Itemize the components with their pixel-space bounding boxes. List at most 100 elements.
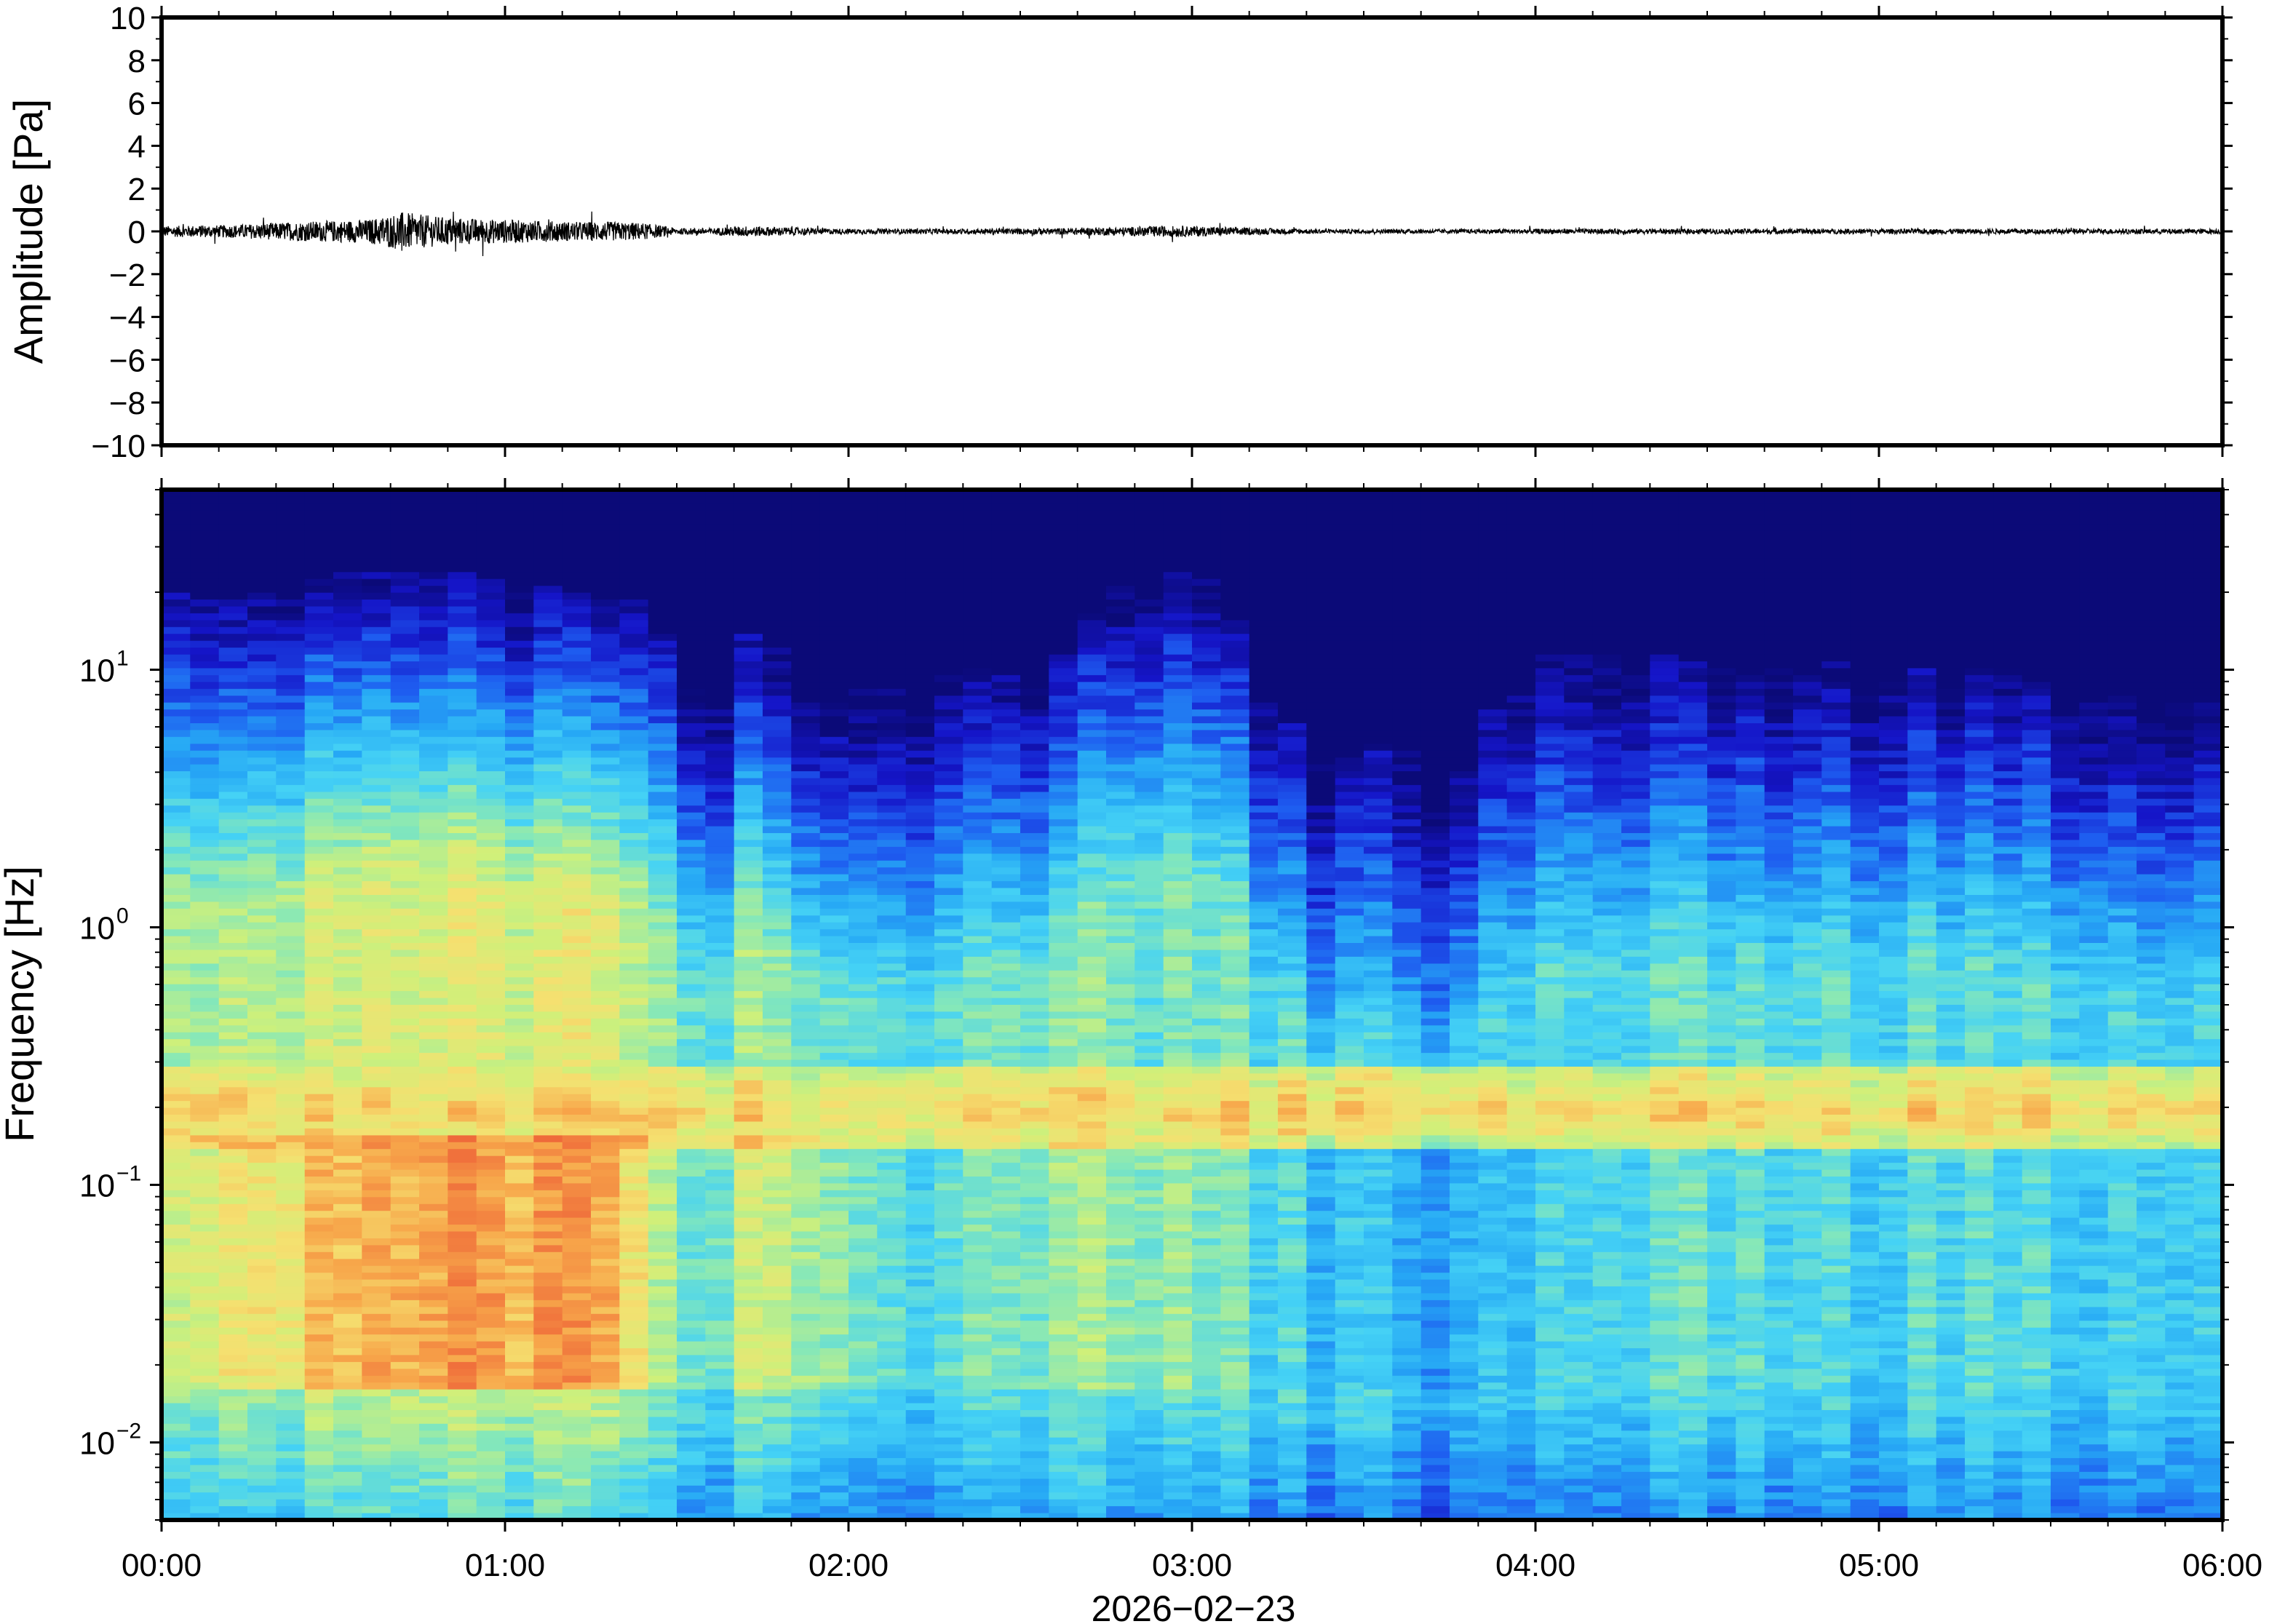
- spectrogram-cell: [591, 1245, 620, 1253]
- spectrogram-cell: [247, 565, 277, 573]
- spectrogram-cell: [849, 668, 878, 676]
- spectrogram-cell: [905, 977, 935, 985]
- spectrogram-cell: [677, 736, 706, 744]
- spectrogram-cell: [963, 1025, 993, 1033]
- spectrogram-cell: [591, 661, 620, 669]
- spectrogram-cell: [247, 490, 277, 497]
- spectrogram-cell: [1020, 1011, 1049, 1019]
- spectrogram-cell: [390, 970, 420, 978]
- spectrogram-cell: [533, 1341, 563, 1349]
- spectrogram-cell: [763, 1293, 792, 1301]
- spectrogram-cell: [276, 1327, 306, 1335]
- spectrogram-cell: [533, 970, 563, 978]
- spectrogram-cell: [991, 1478, 1021, 1486]
- spectrogram-cell: [934, 517, 963, 525]
- spectrogram-cell: [819, 1506, 849, 1514]
- spectrogram-cell: [333, 819, 362, 827]
- spectrogram-cell: [390, 1259, 420, 1267]
- spectrogram-cell: [734, 654, 763, 662]
- spectrogram-cell: [819, 929, 849, 937]
- spectrogram-cell: [304, 688, 334, 696]
- spectrogram-cell: [419, 812, 448, 820]
- spectrogram-cell: [247, 1251, 277, 1259]
- spectrogram-cell: [677, 1046, 706, 1054]
- spectrogram-cell: [218, 1286, 248, 1294]
- spectrogram-cell: [677, 544, 706, 552]
- spectrogram-cell: [1077, 668, 1107, 676]
- spectrogram-cell: [162, 648, 191, 656]
- spectrogram-cell: [705, 1142, 735, 1150]
- spectrogram-cell: [476, 634, 506, 642]
- spectrogram-cell: [476, 674, 506, 682]
- spectrogram-cell: [390, 517, 420, 525]
- spectrogram-cell: [591, 826, 620, 834]
- spectrogram-cell: [218, 812, 248, 820]
- spectrogram-cell: [533, 709, 563, 717]
- spectrogram-cell: [991, 1506, 1021, 1514]
- spectrogram-cell: [218, 874, 248, 882]
- spectrogram-cell: [533, 771, 563, 779]
- spectrogram-cell: [162, 586, 191, 594]
- spectrogram-cell: [648, 1094, 677, 1102]
- spectrogram-cell: [734, 1273, 763, 1281]
- spectrogram-cell: [533, 613, 563, 621]
- spectrogram-cell: [934, 922, 963, 930]
- spectrogram-cell: [849, 1005, 878, 1012]
- spectrogram-cell: [905, 1183, 935, 1191]
- spectrogram-cell: [390, 1094, 420, 1102]
- spectrogram-cell: [419, 1073, 448, 1081]
- spectrogram-cell: [419, 1299, 448, 1307]
- spectrogram-cell: [705, 798, 735, 806]
- spectrogram-cell: [905, 1217, 935, 1225]
- spectrogram-cell: [763, 736, 792, 744]
- spectrogram-cell: [677, 1471, 706, 1479]
- spectrogram-cell: [877, 1361, 907, 1369]
- spectrogram-cell: [304, 1211, 334, 1219]
- spectrogram-cell: [1020, 1128, 1049, 1136]
- spectrogram-cell: [705, 736, 735, 744]
- spectrogram-cell: [190, 1403, 220, 1411]
- spectrogram-cell: [791, 881, 821, 889]
- spectrogram-cell: [763, 1245, 792, 1253]
- spectrogram-cell: [505, 1279, 534, 1287]
- spectrogram-cell: [162, 1389, 191, 1397]
- spectrogram-cell: [419, 833, 448, 840]
- spectrogram-cell: [505, 1423, 534, 1431]
- spectrogram-cell: [533, 1238, 563, 1246]
- spectrogram-cell: [304, 1348, 334, 1356]
- spectrogram-cell: [1049, 1259, 1078, 1267]
- spectrogram-cell: [963, 1135, 993, 1143]
- spectrogram-cell: [190, 1005, 220, 1012]
- spectrogram-cell: [648, 963, 677, 971]
- spectrogram-cell: [1020, 634, 1049, 642]
- spectrogram-image: [162, 490, 2223, 1521]
- spectrogram-cell: [791, 970, 821, 978]
- spectrogram-cell: [1020, 826, 1049, 834]
- spectrogram-cell: [390, 510, 420, 518]
- spectrogram-cell: [476, 784, 506, 792]
- spectrogram-cell: [905, 1293, 935, 1301]
- spectrogram-cell: [333, 1458, 362, 1465]
- spectrogram-cell: [763, 1169, 792, 1177]
- spectrogram-cell: [218, 1444, 248, 1452]
- spectrogram-cell: [476, 600, 506, 607]
- spectrogram-cell: [763, 860, 792, 868]
- spectrogram-cell: [562, 1307, 592, 1315]
- spectrogram-cell: [505, 1389, 534, 1397]
- spectrogram-cell: [934, 503, 963, 511]
- spectrogram-cell: [218, 1273, 248, 1281]
- spectrogram-cell: [1049, 1018, 1078, 1026]
- spectrogram-cell: [419, 984, 448, 992]
- spectrogram-cell: [591, 1369, 620, 1377]
- spectrogram-cell: [677, 1341, 706, 1349]
- spectrogram-cell: [247, 1046, 277, 1054]
- spectrogram-cell: [162, 840, 191, 848]
- spectrogram-cell: [819, 1032, 849, 1040]
- spectrogram-cell: [362, 640, 392, 648]
- spectrogram-cell: [162, 661, 191, 669]
- spectrogram-cell: [991, 778, 1021, 786]
- spectrogram-cell: [448, 1149, 477, 1157]
- spectrogram-cell: [1020, 812, 1049, 820]
- spectrogram-cell: [533, 1039, 563, 1047]
- spectrogram-cell: [705, 812, 735, 820]
